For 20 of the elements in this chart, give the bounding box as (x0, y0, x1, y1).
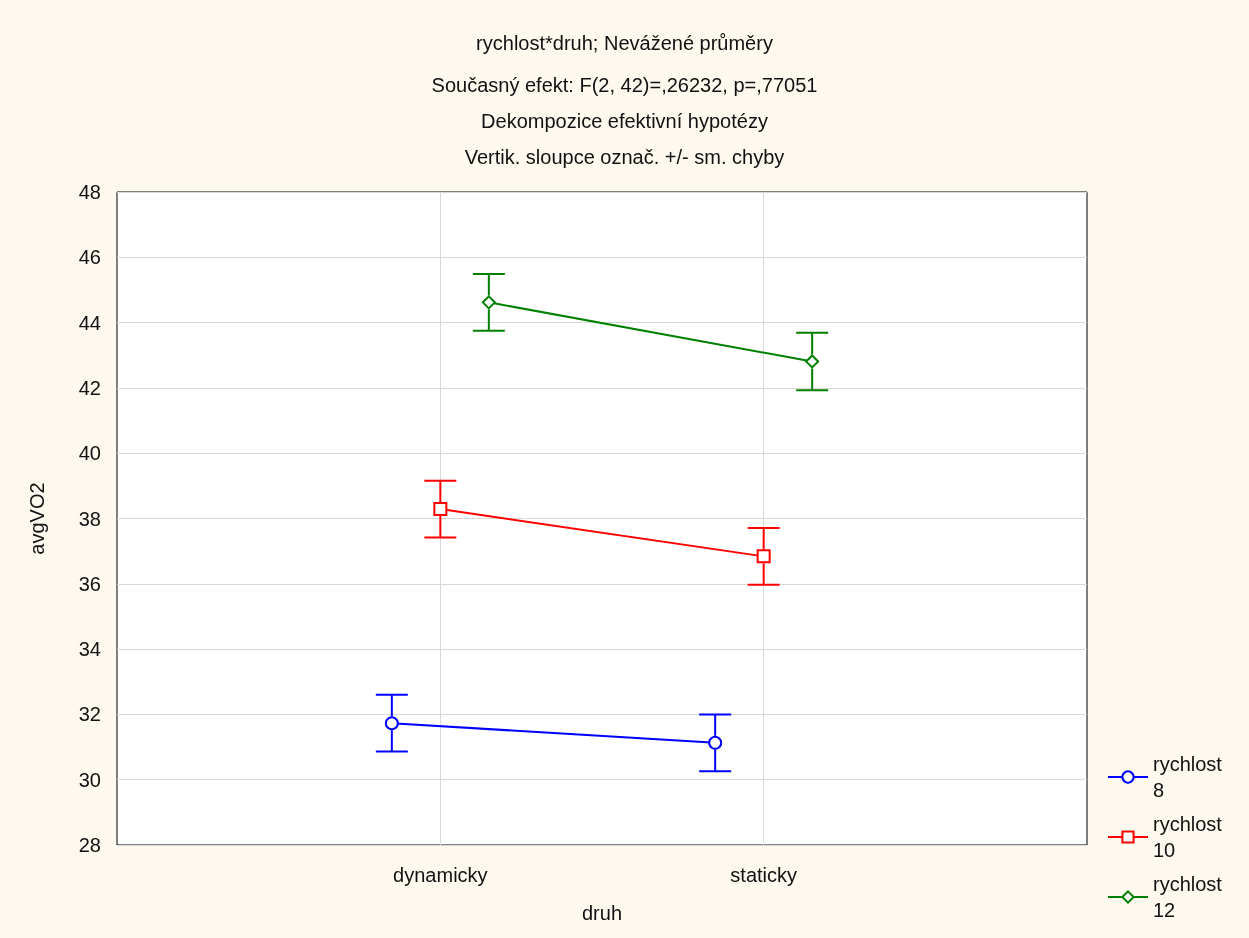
chart-title: rychlost*druh; Nevážené průměry (476, 32, 773, 54)
y-tick-label: 48 (78, 181, 101, 203)
y-tick-label: 46 (78, 246, 101, 269)
y-tick-label: 32 (78, 703, 101, 726)
y-tick-label: 30 (78, 768, 101, 791)
y-tick-label: 44 (78, 311, 101, 334)
legend-label: rychlost 12 (1153, 873, 1228, 921)
y-axis-title: avgVO2 (26, 482, 48, 555)
y-tick-label: 42 (78, 376, 101, 399)
chart-subtitle: Současný efekt: F(2, 42)=,26232, p=,77051 Dekompozice efektivní hypotézy Vertik. sloupce označ. +/- sm. chyby (431, 74, 818, 168)
legend-label: rychlost 8 (1153, 753, 1228, 801)
y-tick-label: 36 (78, 572, 101, 595)
y-tick-label: 34 (78, 638, 101, 661)
legend-label: rychlost 10 (1153, 813, 1228, 861)
x-tick-label: staticky (730, 864, 798, 886)
y-tick-label: 38 (78, 507, 101, 530)
x-axis-title: druh (581, 902, 623, 924)
y-tick-label: 40 (78, 442, 101, 465)
y-tick-label: 28 (78, 834, 101, 856)
x-tick-label: dynamicky (393, 864, 488, 886)
